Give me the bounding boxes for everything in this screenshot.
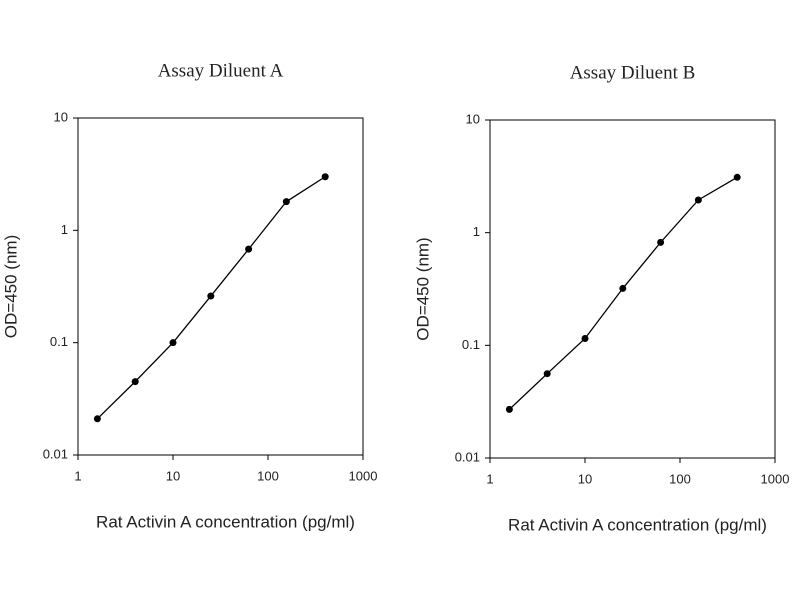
data-point bbox=[543, 370, 551, 378]
x-tick-label: 1 bbox=[74, 468, 81, 483]
y-tick-label: 0.01 bbox=[43, 446, 68, 461]
x-tick-label: 1000 bbox=[349, 468, 378, 483]
x-tick-label: 100 bbox=[257, 468, 279, 483]
x-tick-label: 1000 bbox=[761, 471, 790, 486]
x-tick-label: 10 bbox=[578, 471, 592, 486]
data-point bbox=[207, 292, 215, 300]
data-point bbox=[657, 238, 665, 246]
data-point bbox=[694, 196, 702, 204]
plot-frame bbox=[77, 117, 364, 456]
data-point bbox=[169, 339, 177, 347]
y-tick-label: 1 bbox=[61, 222, 68, 237]
chart-title: Assay Diluent B bbox=[570, 62, 696, 83]
data-point bbox=[321, 173, 329, 181]
data-point bbox=[245, 245, 253, 253]
data-point bbox=[619, 284, 627, 292]
x-axis-label: Rat Activin A concentration (pg/ml) bbox=[96, 512, 355, 531]
data-point bbox=[93, 415, 101, 423]
y-axis-label: OD=450 (nm) bbox=[1, 235, 20, 338]
x-tick-label: 1 bbox=[486, 471, 493, 486]
y-tick-label: 0.1 bbox=[462, 337, 480, 352]
data-point bbox=[282, 198, 290, 206]
plot-frame bbox=[489, 119, 776, 459]
chart-title: Assay Diluent A bbox=[158, 60, 284, 81]
x-tick-label: 10 bbox=[166, 468, 180, 483]
data-point bbox=[581, 334, 589, 342]
y-tick-label: 0.1 bbox=[50, 334, 68, 349]
x-axis-label: Rat Activin A concentration (pg/ml) bbox=[508, 515, 767, 534]
data-point bbox=[733, 173, 741, 181]
series-line bbox=[508, 176, 738, 410]
y-tick-label: 0.01 bbox=[455, 449, 480, 464]
data-point bbox=[505, 405, 513, 413]
y-tick-label: 10 bbox=[54, 109, 68, 124]
y-axis-label: OD=450 (nm) bbox=[413, 237, 432, 340]
x-tick-label: 100 bbox=[669, 471, 691, 486]
y-tick-label: 10 bbox=[466, 111, 480, 126]
data-point bbox=[131, 378, 139, 386]
y-tick-label: 1 bbox=[473, 224, 480, 239]
